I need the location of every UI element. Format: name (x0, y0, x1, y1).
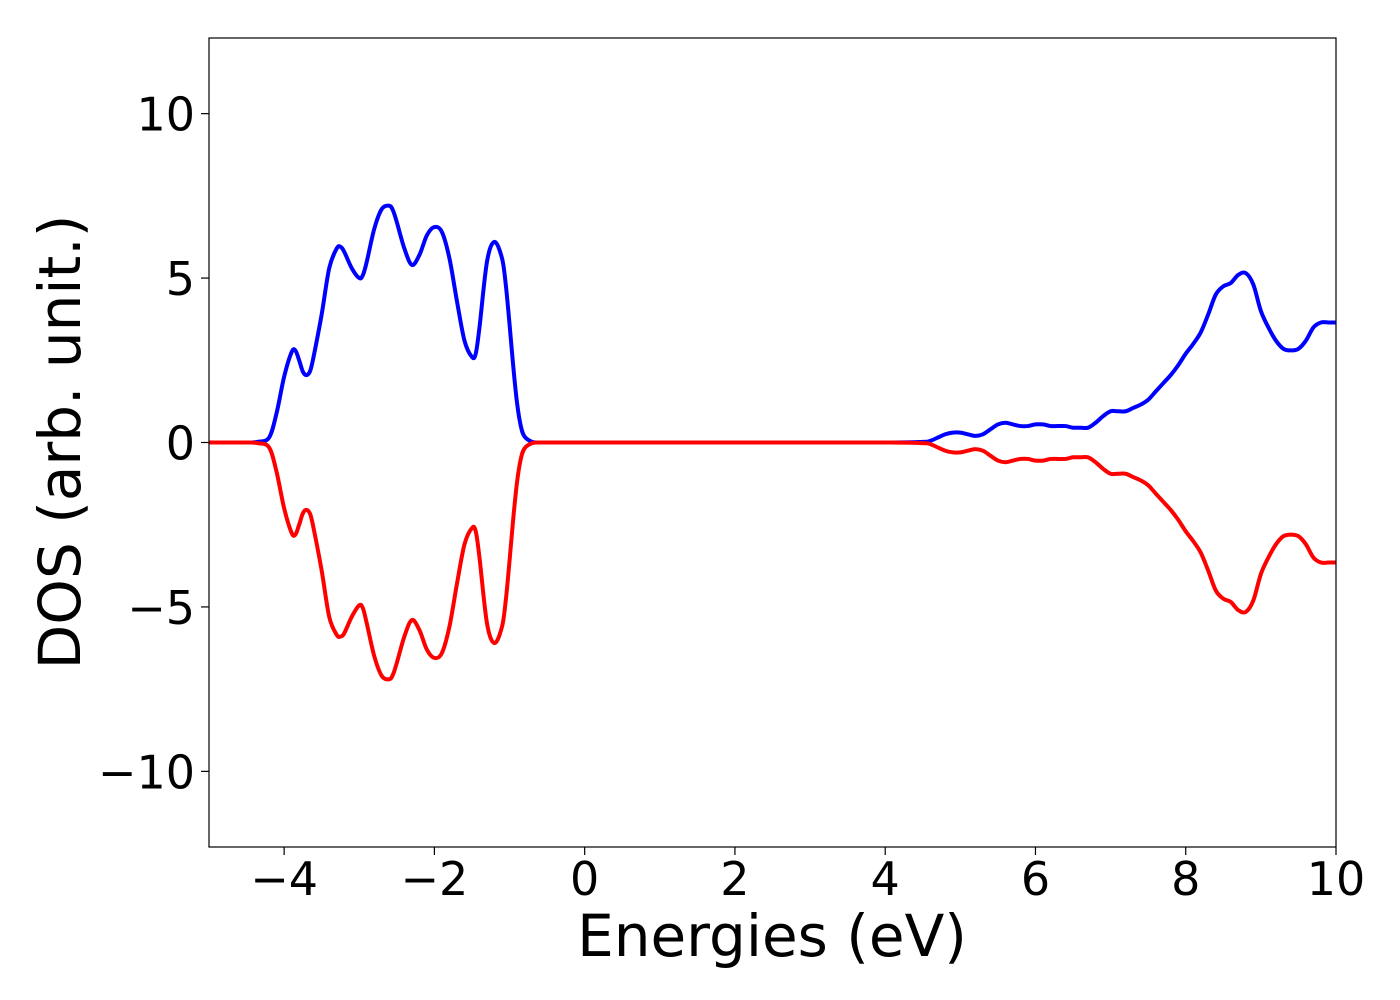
x-tick-label: 4 (871, 852, 900, 906)
x-tick-label: 0 (570, 852, 599, 906)
series-layer (209, 203, 1336, 682)
x-tick-label: −4 (250, 852, 318, 906)
x-axis-ticks: −4 −2 0 2 4 6 8 10 (250, 847, 1365, 906)
y-axis-ticks: −10 −5 0 5 10 (98, 88, 209, 799)
y-tick-label: 5 (166, 252, 195, 306)
x-tick-label: 10 (1307, 852, 1366, 906)
dos-series-line-1 (209, 203, 1336, 445)
x-tick-label: 2 (720, 852, 749, 906)
y-axis-title: DOS (arb. unit.) (26, 215, 94, 670)
y-tick-label: 0 (166, 417, 195, 471)
y-tick-label: −10 (98, 745, 195, 799)
x-tick-label: 8 (1171, 852, 1200, 906)
y-tick-label: −5 (127, 581, 195, 635)
y-tick-label: 10 (136, 88, 195, 142)
x-tick-label: 6 (1021, 852, 1050, 906)
dos-series-line-2 (209, 440, 1336, 682)
x-tick-label: −2 (400, 852, 468, 906)
x-axis-title: Energies (eV) (577, 902, 967, 970)
